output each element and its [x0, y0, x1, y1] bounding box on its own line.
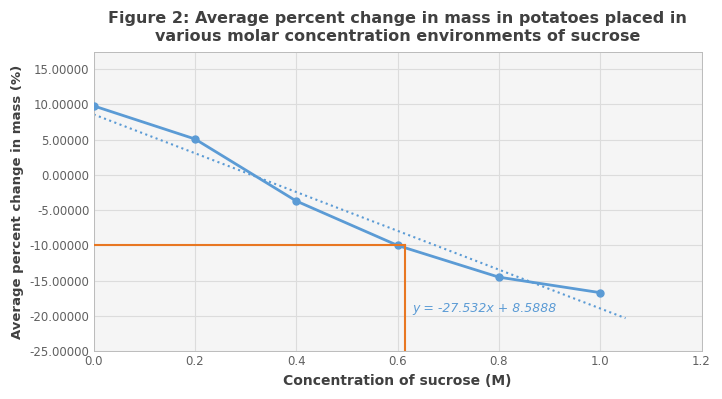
Title: Figure 2: Average percent change in mass in potatoes placed in
various molar con: Figure 2: Average percent change in mass… — [108, 11, 687, 43]
X-axis label: Concentration of sucrose (M): Concentration of sucrose (M) — [283, 374, 512, 388]
Y-axis label: Average percent change in mass (%): Average percent change in mass (%) — [11, 64, 24, 338]
Text: y = -27.532x + 8.5888: y = -27.532x + 8.5888 — [413, 302, 557, 315]
